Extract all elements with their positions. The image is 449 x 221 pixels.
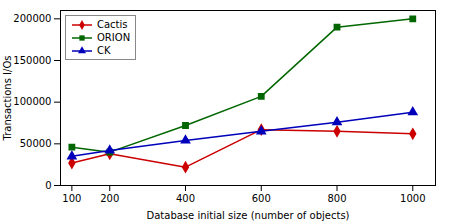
svg-text:0: 0 <box>45 180 51 191</box>
svg-text:100: 100 <box>62 193 81 204</box>
svg-text:100000: 100000 <box>13 96 51 107</box>
svg-text:400: 400 <box>176 193 195 204</box>
svg-text:50000: 50000 <box>20 138 52 149</box>
html-text:ORION: ORION <box>97 32 131 43</box>
html-text:CK: CK <box>97 45 111 56</box>
svg-text:Transactions I/Os: Transactions I/Os <box>2 56 13 142</box>
html-text:Cactis: Cactis <box>97 19 128 30</box>
svg-text:800: 800 <box>327 193 346 204</box>
svg-text:1000: 1000 <box>400 193 425 204</box>
svg-text:200: 200 <box>100 193 119 204</box>
svg-text:150000: 150000 <box>13 55 51 66</box>
svg-text:600: 600 <box>252 193 271 204</box>
svg-text:Database initial size (number: Database initial size (number of objects… <box>147 210 350 221</box>
svg-text:200000: 200000 <box>13 13 51 24</box>
